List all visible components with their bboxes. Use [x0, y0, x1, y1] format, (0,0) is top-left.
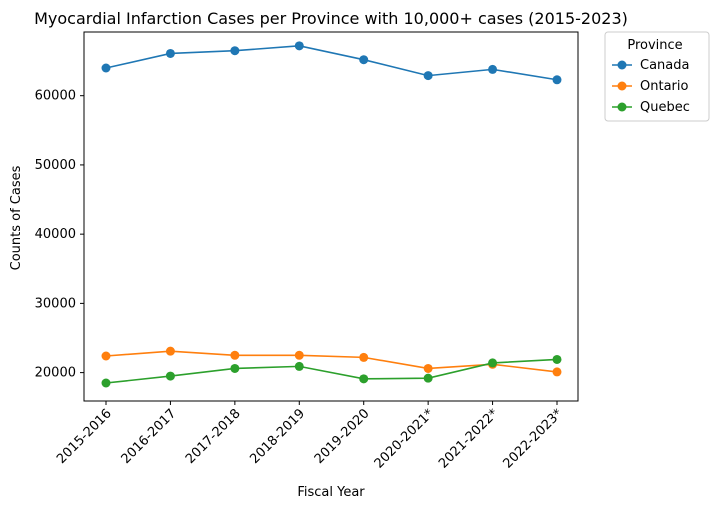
x-tick-label: 2016-2017 — [119, 406, 180, 467]
x-tick-label: 2015-2016 — [54, 406, 115, 467]
data-point — [294, 350, 304, 360]
y-tick-label: 20000 — [35, 366, 76, 381]
data-point — [101, 63, 111, 73]
legend: Province Canada Ontario Quebec — [604, 31, 710, 122]
x-tick-label: 2018-2019 — [247, 406, 308, 467]
series-line — [105, 358, 558, 384]
data-point — [165, 371, 175, 381]
data-point — [230, 46, 240, 56]
data-point — [552, 75, 562, 85]
data-point — [230, 363, 240, 373]
x-tick-label: 2022-2023* — [501, 406, 567, 472]
x-tick-label: 2020-2021* — [372, 406, 438, 472]
series-quebec — [101, 354, 562, 388]
data-point — [423, 373, 433, 383]
plot-area: 20000 30000 40000 50000 60000 2015-2016 2016-2… — [35, 31, 579, 472]
data-point — [165, 346, 175, 356]
legend-label: Quebec — [640, 100, 690, 115]
data-point — [230, 350, 240, 360]
y-axis-label: Counts of Cases — [9, 165, 24, 270]
data-point — [101, 351, 111, 361]
legend-label: Ontario — [640, 79, 688, 94]
legend-label: Canada — [640, 58, 689, 73]
data-point — [294, 361, 304, 371]
series-canada — [101, 41, 562, 85]
data-point — [359, 55, 369, 65]
legend-marker — [617, 102, 627, 112]
data-point — [359, 374, 369, 384]
axes-frame — [83, 31, 579, 402]
data-point — [423, 71, 433, 81]
series-line — [105, 45, 558, 81]
y-tick-label: 40000 — [35, 227, 76, 242]
x-tick-label: 2017-2018 — [183, 406, 244, 467]
y-tick-label: 30000 — [35, 296, 76, 311]
x-tick-label: 2021-2022* — [436, 406, 502, 472]
data-point — [101, 378, 111, 388]
y-tick-label: 50000 — [35, 158, 76, 173]
chart-title: Myocardial Infarction Cases per Province… — [34, 9, 628, 28]
data-point — [488, 358, 498, 368]
data-point — [488, 64, 498, 74]
data-point — [294, 41, 304, 51]
data-point — [552, 354, 562, 364]
legend-frame — [604, 31, 710, 122]
data-point — [552, 367, 562, 377]
x-axis-label: Fiscal Year — [297, 485, 365, 500]
y-tick-label: 60000 — [35, 89, 76, 104]
data-point — [359, 352, 369, 362]
legend-title: Province — [627, 38, 682, 53]
data-point — [165, 48, 175, 58]
data-point — [423, 363, 433, 373]
legend-marker — [617, 60, 627, 70]
legend-marker — [617, 81, 627, 91]
x-tick-label: 2019-2020 — [312, 406, 373, 467]
